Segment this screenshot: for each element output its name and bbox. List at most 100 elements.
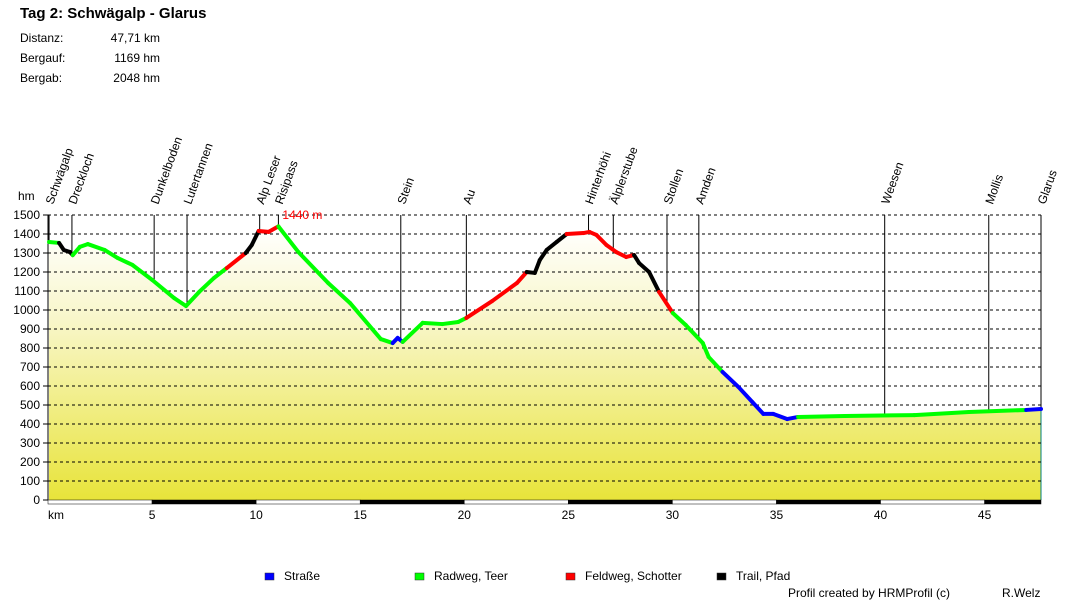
x-tick-label: 45 [978, 508, 992, 522]
stat-value: 2048 hm [113, 71, 160, 85]
y-tick-label: 100 [20, 474, 40, 488]
profile-segment-R [594, 232, 609, 248]
x-axis-scale-bar [151, 499, 257, 505]
legend-label: Feldweg, Schotter [585, 569, 682, 583]
profile-segment-G [197, 276, 216, 294]
profile-segment-G [706, 354, 725, 374]
x-tick-label: 35 [770, 508, 784, 522]
waypoint-label: Stollen [661, 167, 687, 206]
waypoint-label: Mollis [982, 172, 1006, 206]
x-axis-scale-bar [984, 499, 1042, 505]
x-axis-scale-bar [464, 499, 569, 505]
stat-value: 47,71 km [110, 31, 160, 45]
profile-segment-G [440, 319, 461, 327]
profile-segment-G [172, 296, 188, 309]
profile-segment-B [554, 232, 569, 244]
y-tick-label: 1200 [13, 265, 40, 279]
y-tick-label: 1100 [14, 284, 40, 298]
profile-segment-R [514, 270, 529, 286]
profile-segment-G [326, 281, 353, 305]
profile-segment-R [224, 251, 248, 271]
y-tick-label: 1300 [13, 246, 40, 260]
profile-segment-R [464, 299, 495, 320]
x-axis-scale-bar [359, 499, 465, 505]
x-tick-label: 20 [458, 508, 472, 522]
profile-fill-area [49, 226, 1041, 500]
y-tick-label: 800 [20, 341, 40, 355]
y-tick-label: 400 [20, 417, 40, 431]
profile-segment-G [150, 277, 177, 301]
profile-segment-B [532, 258, 542, 275]
waypoint-label: Dunkelboden [148, 135, 185, 206]
profile-segment-G [912, 410, 971, 418]
stat-ascent: Bergauf: 1169 hm [20, 51, 160, 65]
y-tick-label: 900 [20, 322, 40, 336]
stat-descent: Bergab: 2048 hm [20, 71, 160, 85]
x-axis-scale-bar [672, 499, 777, 505]
x-axis-scale-bar [568, 499, 673, 505]
x-tick-label: 10 [249, 508, 263, 522]
profile-segment-S [771, 411, 790, 422]
profile-segment-G [700, 341, 711, 359]
profile-segment-G [183, 289, 202, 309]
profile-segment-G [378, 337, 395, 346]
waypoint-label: Stein [394, 176, 417, 206]
y-tick-label: 700 [20, 360, 40, 374]
profile-segment-G [130, 262, 155, 282]
x-axis-scale-bar [47, 499, 153, 505]
profile-segment-R [564, 231, 586, 236]
profile-segment-G [670, 311, 688, 328]
profile-segment-G [683, 323, 705, 346]
y-axis-label: hm [18, 189, 35, 203]
profile-segment-G [85, 242, 107, 252]
waypoint-label: Weesen [878, 160, 906, 206]
profile-segment-S [1024, 406, 1043, 412]
profile-segment-B [537, 247, 549, 263]
profile-segment-S [750, 399, 766, 416]
x-tick-label: 30 [666, 508, 680, 522]
stat-distance: Distanz: 47,71 km [20, 31, 160, 45]
profile-segment-B [249, 228, 261, 248]
x-tick-label: 40 [874, 508, 888, 522]
y-tick-label: 200 [20, 455, 40, 469]
waypoint-label: Älplerstube [607, 145, 641, 207]
profile-segment-R [657, 289, 675, 316]
profile-segment-B [544, 239, 559, 252]
stat-label: Bergab: [20, 71, 63, 85]
y-tick-label: 300 [20, 436, 40, 450]
stat-label: Bergauf: [20, 51, 66, 65]
profile-segment-R [490, 281, 519, 304]
y-tick-label: 500 [20, 398, 40, 412]
x-tick-label: 5 [149, 508, 156, 522]
waypoint-label: Au [460, 187, 478, 206]
profile-segment-G [400, 320, 425, 344]
profile-segment-B [637, 261, 652, 274]
y-tick-label: 1000 [13, 303, 40, 317]
profile-segment-G [296, 250, 331, 286]
waypoint-label: Amden [692, 166, 718, 207]
waypoint-label: Glarus [1035, 168, 1060, 206]
y-tick-label: 0 [33, 493, 40, 507]
profile-segment-G [276, 224, 301, 255]
legend-label: Trail, Pfad [736, 569, 790, 583]
stat-label: Distanz: [20, 31, 64, 45]
legend-label: Radweg, Teer [434, 569, 508, 583]
profile-segment-G [420, 320, 445, 327]
x-axis-scale-bar [776, 499, 881, 505]
y-tick-label: 600 [20, 379, 40, 393]
profile-segment-G [796, 414, 847, 419]
waypoint-label: Lutertannen [181, 141, 216, 206]
x-tick-label: 25 [562, 508, 576, 522]
x-axis-label: km [48, 508, 64, 522]
y-tick-label: 1500 [13, 208, 40, 222]
footer-author: R.Welz [1002, 586, 1040, 600]
y-tick-label: 1400 [13, 227, 40, 241]
legend-label: Straße [284, 569, 320, 583]
profile-segment-G [842, 413, 917, 419]
profile-segment-B [647, 270, 662, 294]
profile-segment-G [348, 300, 383, 342]
profile-segment-G [102, 247, 120, 260]
legend-swatch [565, 572, 576, 581]
stat-value: 1169 hm [114, 51, 160, 65]
